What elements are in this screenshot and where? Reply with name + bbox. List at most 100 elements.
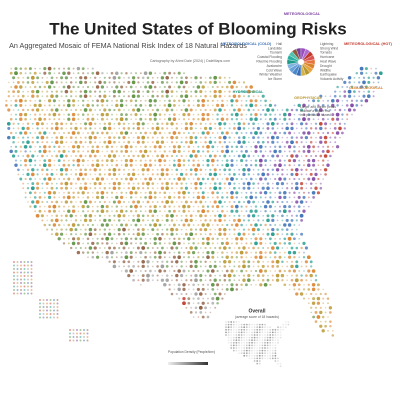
mosaic-dot	[119, 131, 124, 135]
mosaic-dot	[228, 219, 231, 222]
mosaic-dot	[83, 218, 88, 223]
mosaic-dot	[198, 305, 203, 310]
mosaic-dot	[89, 187, 92, 190]
mosaic-dot	[281, 109, 284, 111]
mosaic-dot	[326, 145, 330, 148]
mosaic-dot	[34, 145, 37, 148]
category-label: METEOROLOGICAL (COLD)	[221, 42, 272, 46]
mosaic-dot	[233, 233, 236, 236]
overall-dot	[271, 334, 274, 336]
mosaic-dot	[250, 283, 253, 286]
mosaic-dot	[317, 164, 320, 167]
mosaic-dot	[257, 214, 260, 217]
mosaic-dot	[211, 150, 214, 153]
mosaic-dot	[39, 72, 41, 75]
mosaic-dot	[118, 141, 121, 144]
mosaic-dot	[117, 228, 121, 232]
mosaic-dot	[36, 141, 39, 144]
mosaic-dot	[20, 292, 22, 295]
mosaic-dot	[180, 260, 183, 263]
mosaic-dot	[33, 205, 37, 209]
mosaic-dot	[95, 85, 100, 89]
mosaic-dot	[185, 76, 188, 80]
mosaic-dot	[168, 71, 171, 75]
mosaic-dot	[123, 81, 125, 84]
mosaic-dot	[55, 81, 58, 84]
mosaic-dot	[81, 251, 85, 254]
mosaic-dot	[111, 210, 113, 212]
overall-dot	[227, 323, 230, 326]
mosaic-dot	[46, 109, 49, 111]
mosaic-dot	[82, 223, 85, 227]
mosaic-dot	[64, 168, 69, 172]
mosaic-dot	[221, 237, 224, 240]
overall-dot	[232, 334, 235, 336]
mosaic-dot	[151, 182, 155, 185]
mosaic-dot	[215, 204, 220, 209]
mosaic-dot	[141, 173, 145, 176]
mosaic-dot	[274, 196, 277, 199]
mosaic-dot	[149, 150, 152, 153]
mosaic-dot	[303, 164, 305, 167]
mosaic-dot	[218, 278, 222, 282]
mosaic-dot	[343, 94, 347, 98]
mosaic-dot	[49, 313, 52, 315]
mosaic-dot	[137, 81, 140, 84]
mosaic-dot	[298, 113, 301, 116]
mosaic-dot	[207, 86, 209, 88]
mosaic-dot	[168, 150, 171, 153]
mosaic-dot	[55, 214, 59, 218]
mosaic-dot	[273, 251, 277, 254]
overall-dot	[266, 347, 269, 349]
mosaic-dot	[274, 205, 277, 208]
mosaic-dot	[12, 95, 15, 98]
mosaic-dot	[139, 196, 142, 199]
mosaic-dot	[124, 131, 129, 135]
mosaic-dot	[341, 86, 344, 88]
mosaic-dot	[96, 255, 100, 259]
mosaic-dot	[209, 109, 212, 111]
mosaic-dot	[175, 292, 178, 296]
mosaic-dot	[201, 191, 205, 195]
mosaic-dot	[280, 273, 285, 278]
mosaic-dot	[281, 187, 284, 190]
overall-dot	[261, 347, 264, 349]
mosaic-dot	[311, 177, 316, 181]
mosaic-dot	[207, 297, 209, 300]
mosaic-dot	[47, 163, 52, 167]
mosaic-dot	[235, 209, 239, 213]
overall-dot	[240, 336, 243, 339]
mosaic-dot	[136, 126, 141, 131]
overall-dot	[235, 328, 238, 331]
mosaic-dot	[338, 126, 342, 131]
mosaic-dot	[264, 177, 268, 181]
mosaic-dot	[142, 95, 145, 98]
mosaic-dot	[127, 140, 131, 144]
mosaic-dot	[99, 136, 101, 139]
mosaic-dot	[235, 242, 239, 245]
mosaic-dot	[283, 112, 287, 117]
overall-dot	[238, 321, 240, 323]
mosaic-dot	[269, 270, 272, 272]
mosaic-dot	[331, 145, 334, 148]
overall-dot	[240, 349, 243, 352]
mosaic-dot	[83, 108, 88, 112]
mosaic-dot	[129, 251, 133, 255]
mosaic-dot	[261, 172, 266, 177]
mosaic-dot	[34, 113, 37, 116]
mosaic-dot	[293, 145, 296, 149]
overall-dot	[282, 326, 285, 329]
mosaic-dot	[240, 255, 243, 259]
mosaic-dot	[218, 200, 222, 204]
mosaic-dot	[201, 287, 205, 291]
overall-dot	[261, 344, 264, 347]
mosaic-dot	[281, 279, 284, 282]
mosaic-dot	[13, 271, 15, 274]
mosaic-dot	[122, 227, 126, 232]
mosaic-dot	[31, 136, 34, 139]
mosaic-dot	[282, 209, 287, 214]
mosaic-dot	[278, 269, 282, 273]
mosaic-dot	[315, 141, 317, 144]
mosaic-dot	[250, 256, 253, 259]
mosaic-dot	[117, 213, 122, 218]
